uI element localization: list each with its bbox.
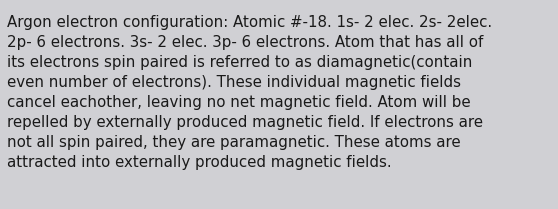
Text: Argon electron configuration: Atomic #-18. 1s- 2 elec. 2s- 2elec.
2p- 6 electron: Argon electron configuration: Atomic #-1… — [7, 15, 492, 170]
